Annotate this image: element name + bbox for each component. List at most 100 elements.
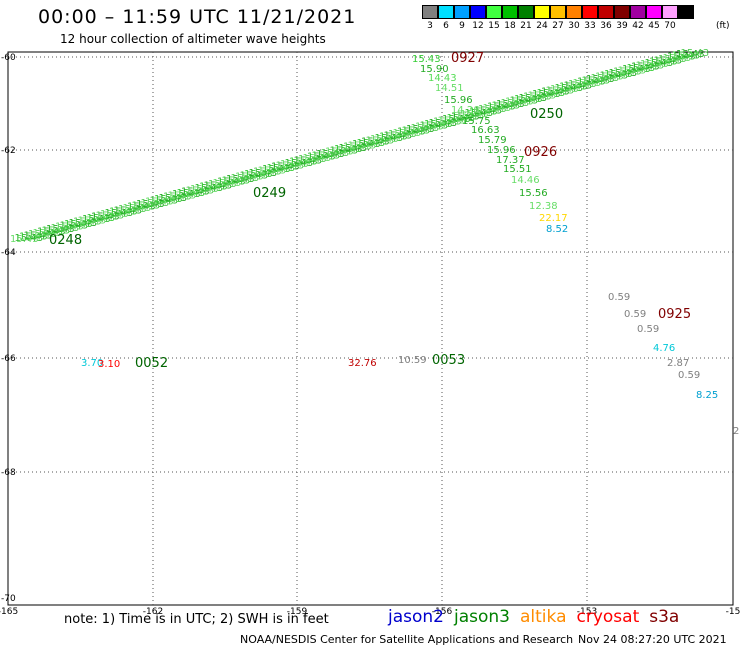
- track-value: 15.43: [73, 217, 102, 228]
- colorbar-label: 18: [504, 21, 516, 31]
- track-value: 15.43: [667, 52, 696, 63]
- track-value: 15.43: [240, 170, 269, 181]
- colorbar-label: 24: [536, 21, 548, 31]
- page-subtitle: 12 hour collection of altimeter wave hei…: [60, 32, 326, 46]
- track-value: 15.43: [325, 147, 354, 158]
- track-value: 0.59: [678, 370, 700, 381]
- legend-s3a: s3a: [649, 607, 680, 627]
- track-value: 15.43: [204, 180, 233, 191]
- colorbar-label: 36: [600, 21, 612, 31]
- track-value: 32.76: [348, 358, 377, 369]
- track-value: 15.43: [613, 67, 642, 78]
- colorbar-label: 42: [632, 21, 644, 31]
- colorbar-label: 6: [443, 21, 449, 31]
- lon-label: -153: [577, 607, 597, 617]
- track-value: 15.43: [586, 74, 615, 85]
- track-value: 15.43: [501, 98, 530, 109]
- track-value: 15.43: [456, 110, 485, 121]
- track-value: 15.43: [190, 184, 219, 195]
- colorbar-label: 30: [568, 21, 580, 31]
- satellite-legend: jason2 jason3 altika cryosat s3a: [388, 607, 689, 627]
- track-value: 15.43: [460, 109, 489, 120]
- track-value: 15.43: [433, 117, 462, 128]
- lon-label: -165: [0, 607, 18, 617]
- track-value: 15.43: [339, 143, 368, 154]
- colorbar-swatch: [422, 5, 438, 19]
- colorbar-swatch: [534, 5, 550, 19]
- track-value: 15.43: [330, 145, 359, 156]
- track-value: 15.43: [631, 62, 660, 73]
- track-value: 15.43: [397, 127, 426, 138]
- track-value: 15.43: [546, 85, 575, 96]
- track-value: 15.43: [253, 167, 282, 178]
- track-label-0925: 0925: [658, 307, 691, 322]
- colorbar-label: 27: [552, 21, 564, 31]
- track-value: 15.43: [568, 79, 597, 90]
- track-value: 15.79: [478, 135, 507, 146]
- lon-label: -156: [432, 607, 453, 617]
- track-value: 16.63: [471, 125, 500, 136]
- track-value: 15.43: [24, 230, 53, 241]
- track-value: 15.43: [492, 100, 521, 111]
- track-value: 15.43: [528, 90, 557, 101]
- track-value: 15.43: [645, 58, 674, 69]
- track-value: 3.10: [98, 359, 120, 370]
- track-value: 15.43: [177, 188, 206, 199]
- track-value: 15.43: [132, 200, 161, 211]
- track-value: 15.43: [258, 165, 287, 176]
- lon-label: -15: [726, 607, 740, 617]
- track-value: 2.87: [667, 358, 689, 369]
- track-value: 15.43: [195, 183, 224, 194]
- track-value: 8.52: [546, 224, 568, 235]
- track-value: 15.43: [267, 163, 296, 174]
- track-value: 22.17: [539, 213, 568, 224]
- colorbar-swatch: [454, 5, 470, 19]
- track-value: 15.43: [483, 103, 512, 114]
- track-value: 15.43: [361, 137, 390, 148]
- track-value: 15.43: [429, 118, 458, 129]
- track-value: 15.90: [420, 64, 449, 75]
- colorbar-cell: 45: [646, 5, 662, 31]
- track-value: 15.43: [91, 212, 120, 223]
- track-value: 0.59: [637, 324, 659, 335]
- track-value: 15.43: [447, 113, 476, 124]
- colorbar-cell: 42: [630, 5, 646, 31]
- track-value: 15.43: [415, 122, 444, 133]
- colorbar-swatch: [470, 5, 486, 19]
- colorbar-swatch: [582, 5, 598, 19]
- satellite-tracks: 15.4315.4315.4315.4315.4315.4315.4315.43…: [10, 48, 739, 437]
- colorbar-swatch: [486, 5, 502, 19]
- track-value: 15.43: [271, 162, 300, 173]
- track-value: 15.43: [555, 83, 584, 94]
- track-value: 15.43: [591, 73, 620, 84]
- track-value: 15.43: [577, 77, 606, 88]
- track-value: 15.43: [123, 203, 152, 214]
- track-value: 15.43: [343, 142, 372, 153]
- track-label-0249: 0249: [253, 186, 286, 201]
- track-value: 14.26: [451, 105, 480, 116]
- track-value: 15.43: [519, 93, 548, 104]
- track-value: 15.75: [462, 116, 491, 127]
- colorbar-swatch: [598, 5, 614, 19]
- colorbar-swatch: [646, 5, 662, 19]
- track-value: 15.43: [636, 60, 665, 71]
- colorbar-cell: [678, 5, 694, 31]
- colorbar-cell: 12: [470, 5, 486, 31]
- track-value: 15.43: [541, 87, 570, 98]
- colorbar-cell: 30: [566, 5, 582, 31]
- colorbar-label: 21: [520, 21, 532, 31]
- track-value: 15.43: [145, 197, 174, 208]
- track-value: 15.43: [582, 75, 611, 86]
- track-value: 15.43: [109, 207, 138, 218]
- track-value: 15.43: [672, 50, 701, 61]
- track-value: 0.59: [624, 309, 646, 320]
- colorbar-swatch: [678, 5, 694, 19]
- track-value: 15.43: [564, 80, 593, 91]
- track-value: 15.43: [159, 193, 188, 204]
- track-value: 15.43: [627, 63, 656, 74]
- track-value: 15.43: [442, 114, 471, 125]
- lon-label: -162: [143, 607, 163, 617]
- track-value: 15.43: [69, 218, 98, 229]
- track-value: 15.43: [412, 54, 441, 65]
- lon-label: -159: [287, 607, 308, 617]
